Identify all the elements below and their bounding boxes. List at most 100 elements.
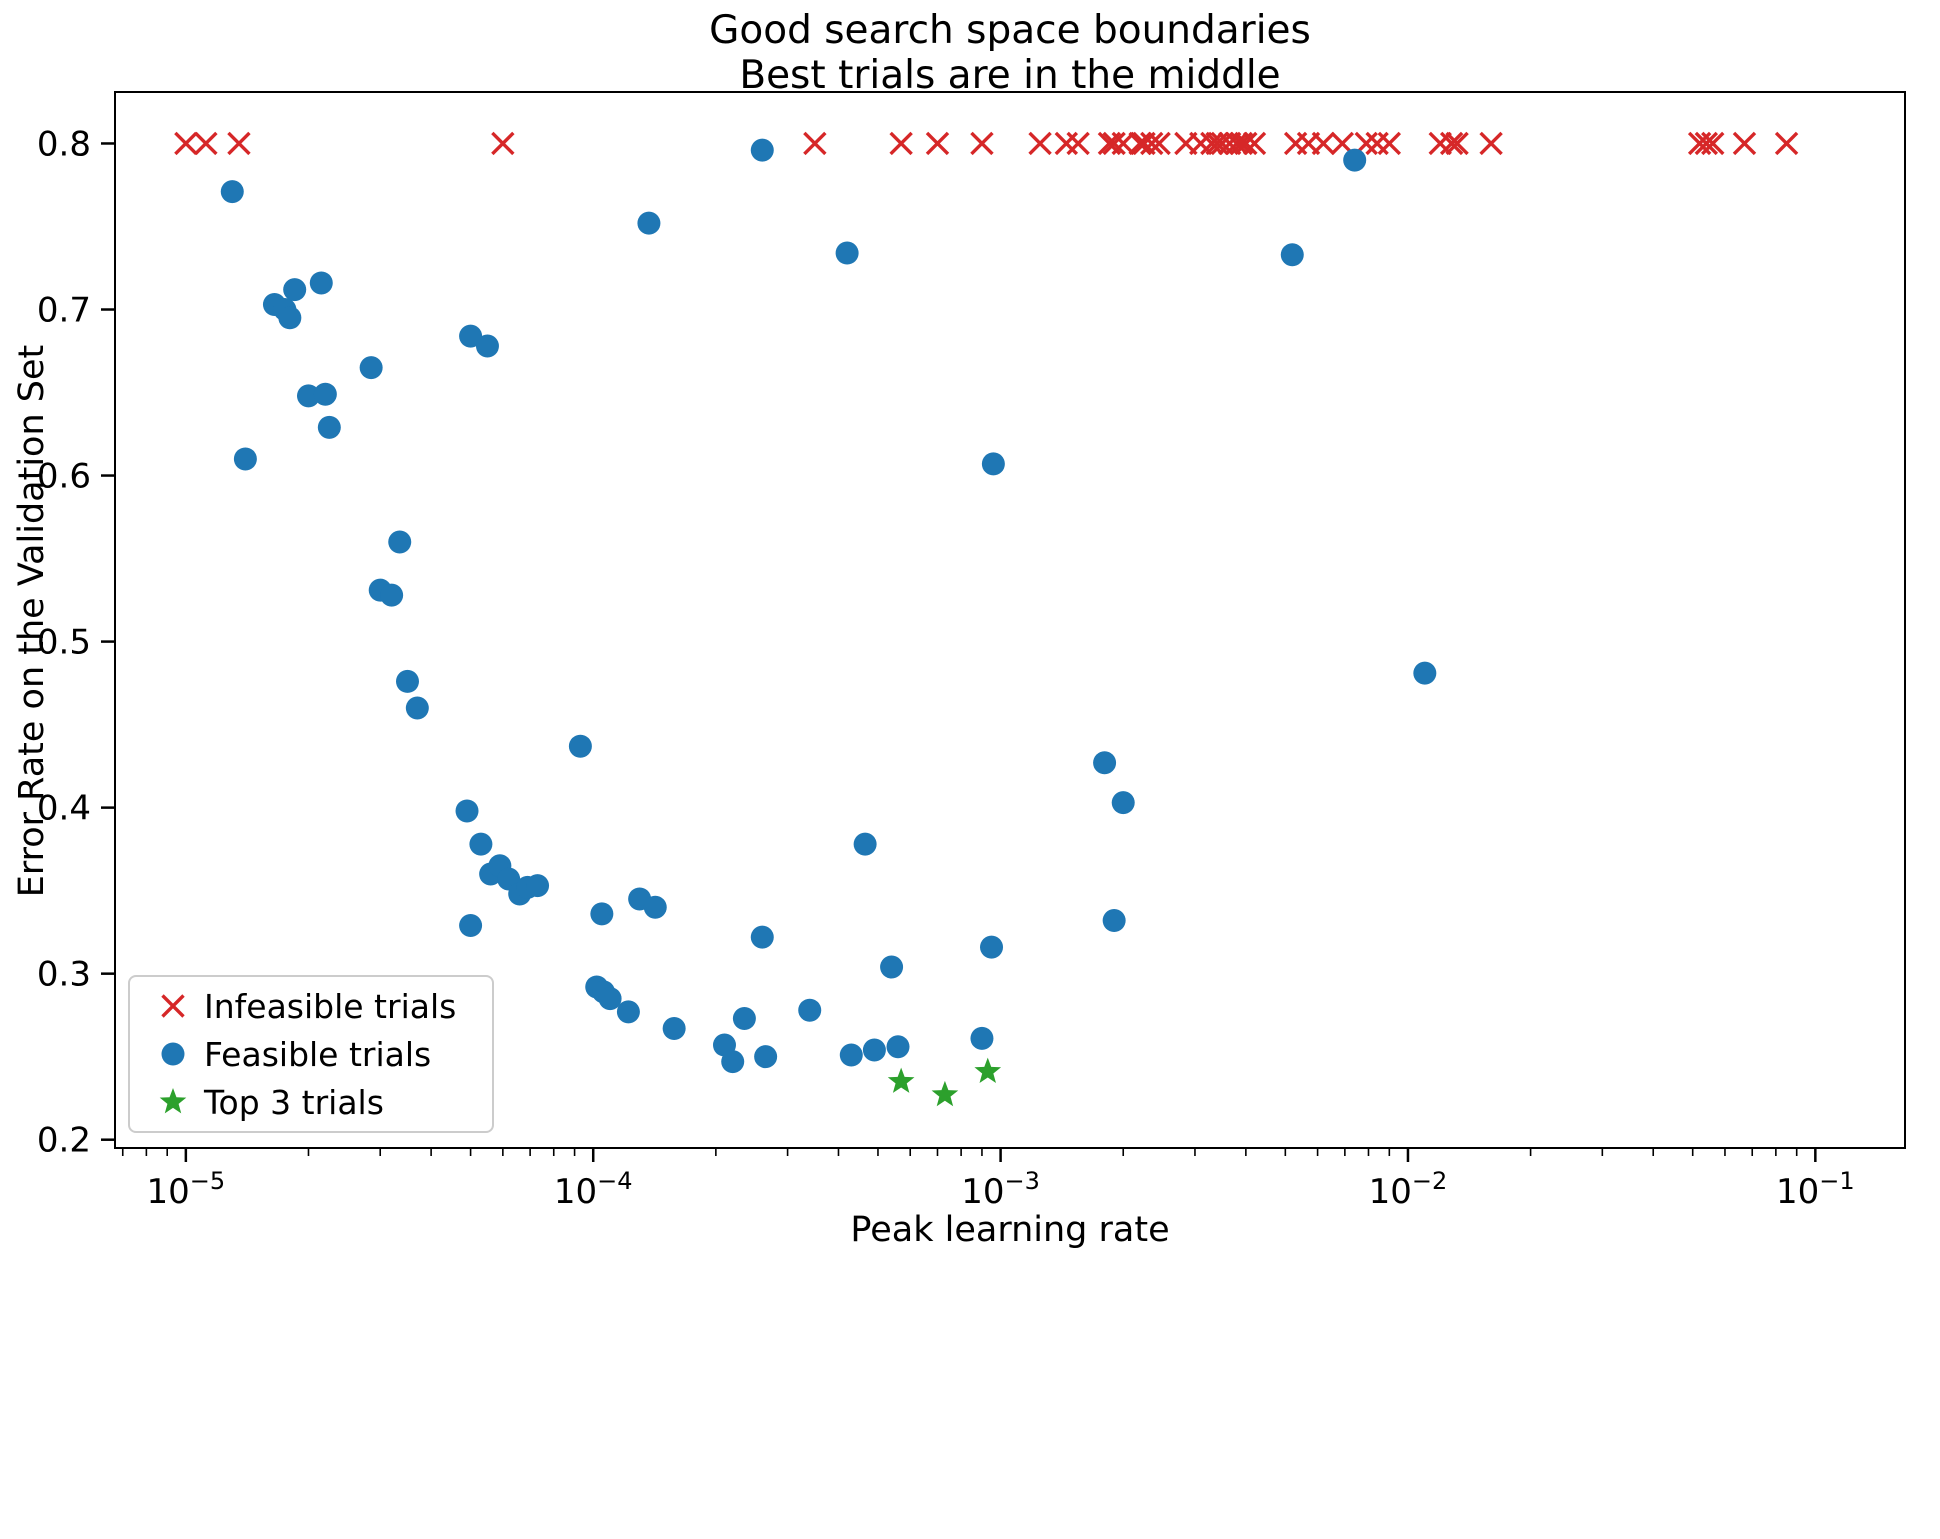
data-point-feasible bbox=[278, 306, 302, 330]
data-point-infeasible bbox=[1445, 131, 1469, 156]
data-point-feasible bbox=[405, 696, 429, 720]
data-point-feasible bbox=[1111, 791, 1135, 815]
y-tick-label: 0.2 bbox=[37, 1121, 91, 1161]
data-point-feasible bbox=[296, 384, 320, 408]
data-point-feasible bbox=[469, 832, 493, 856]
data-point-feasible bbox=[721, 1050, 745, 1074]
data-point-infeasible bbox=[1234, 131, 1258, 156]
data-point-feasible bbox=[395, 669, 419, 693]
y-tick-label: 0.3 bbox=[37, 955, 91, 995]
legend-label-feasible: Feasible trials bbox=[204, 1034, 432, 1074]
data-point-feasible bbox=[853, 832, 877, 856]
data-point-feasible bbox=[637, 211, 661, 235]
data-point-infeasible bbox=[1128, 131, 1152, 156]
top3-star-icon bbox=[142, 1080, 204, 1124]
data-point-infeasible bbox=[1102, 131, 1126, 156]
data-point-infeasible bbox=[174, 131, 198, 156]
data-point-feasible bbox=[1280, 243, 1304, 267]
data-point-feasible bbox=[886, 1035, 910, 1059]
x-tick-label: 10−2 bbox=[1369, 1167, 1448, 1212]
data-point-infeasible bbox=[491, 131, 515, 156]
data-point-feasible bbox=[590, 902, 614, 926]
data-point-infeasible bbox=[803, 131, 827, 156]
legend-item-top3: Top 3 trials bbox=[142, 1078, 480, 1126]
data-point-feasible bbox=[1413, 661, 1437, 685]
data-point-infeasible bbox=[194, 131, 218, 156]
data-point-feasible bbox=[475, 334, 499, 358]
data-point-feasible bbox=[862, 1038, 886, 1062]
series-infeasible bbox=[174, 131, 1799, 156]
feasible-dot-icon bbox=[142, 1032, 204, 1076]
y-tick-label: 0.6 bbox=[37, 457, 91, 497]
y-axis-label: Error Rate on the Validation Set bbox=[12, 344, 52, 898]
chart-title-line2: Best trials are in the middle bbox=[739, 53, 1281, 99]
x-tick-label: 10−5 bbox=[147, 1167, 226, 1212]
data-point-top3 bbox=[931, 1080, 959, 1107]
x-tick-label: 10−3 bbox=[961, 1167, 1040, 1212]
chart-title: Good search space boundaries Best trials… bbox=[115, 8, 1905, 98]
data-point-infeasible bbox=[1054, 131, 1079, 156]
legend-label-top3: Top 3 trials bbox=[204, 1082, 384, 1122]
legend: Infeasible trials Feasible trials Top 3 … bbox=[128, 975, 494, 1133]
y-tick-label: 0.8 bbox=[37, 124, 91, 164]
x-tick-label: 10−1 bbox=[1776, 1167, 1855, 1212]
legend-item-feasible: Feasible trials bbox=[142, 1030, 480, 1078]
data-point-feasible bbox=[220, 180, 244, 204]
data-point-infeasible bbox=[925, 131, 950, 156]
y-tick-label: 0.5 bbox=[37, 623, 91, 663]
data-point-feasible bbox=[388, 530, 412, 554]
data-point-infeasible bbox=[1028, 131, 1052, 156]
data-point-feasible bbox=[750, 925, 774, 949]
data-point-infeasible bbox=[1377, 131, 1402, 156]
data-point-feasible bbox=[970, 1026, 994, 1050]
data-point-infeasible bbox=[1479, 131, 1503, 156]
data-point-infeasible bbox=[1774, 131, 1799, 156]
x-tick-label: 10−4 bbox=[554, 1167, 633, 1212]
data-point-feasible bbox=[309, 271, 333, 295]
data-point-feasible bbox=[317, 415, 341, 439]
data-point-feasible bbox=[459, 914, 483, 938]
data-point-feasible bbox=[313, 382, 337, 406]
y-tick-label: 0.4 bbox=[37, 789, 91, 829]
data-point-feasible bbox=[798, 998, 822, 1022]
data-point-infeasible bbox=[1225, 131, 1249, 156]
data-point-infeasible bbox=[1732, 131, 1757, 156]
data-point-feasible bbox=[1343, 148, 1367, 172]
data-point-top3 bbox=[887, 1067, 915, 1093]
data-point-top3 bbox=[974, 1057, 1002, 1083]
chart-title-line1: Good search space boundaries bbox=[709, 8, 1311, 53]
legend-label-infeasible: Infeasible trials bbox=[204, 986, 457, 1026]
data-point-feasible bbox=[835, 241, 859, 265]
data-point-feasible bbox=[526, 874, 550, 898]
data-point-feasible bbox=[455, 799, 479, 823]
data-point-infeasible bbox=[1694, 131, 1719, 156]
data-point-infeasible bbox=[227, 131, 251, 156]
legend-item-infeasible: Infeasible trials bbox=[142, 982, 480, 1030]
data-point-feasible bbox=[981, 452, 1005, 476]
infeasible-x-icon bbox=[142, 984, 204, 1028]
data-point-infeasible bbox=[889, 131, 913, 156]
data-point-infeasible bbox=[1439, 131, 1464, 156]
y-tick-label: 0.7 bbox=[37, 291, 91, 331]
data-point-feasible bbox=[459, 324, 483, 348]
data-point-feasible bbox=[754, 1045, 778, 1069]
data-point-infeasible bbox=[1701, 131, 1725, 156]
data-point-infeasible bbox=[1111, 131, 1135, 156]
data-point-infeasible bbox=[1242, 131, 1267, 156]
plot-border bbox=[114, 91, 1906, 1149]
data-point-feasible bbox=[283, 278, 307, 302]
data-point-infeasible bbox=[1066, 131, 1090, 156]
data-point-infeasible bbox=[1365, 131, 1389, 156]
data-point-infeasible bbox=[1147, 131, 1171, 156]
data-point-infeasible bbox=[1311, 131, 1336, 156]
data-point-infeasible bbox=[1140, 131, 1164, 156]
data-point-feasible bbox=[643, 895, 667, 919]
x-axis-label: Peak learning rate bbox=[850, 1210, 1170, 1250]
data-point-feasible bbox=[662, 1016, 686, 1040]
data-point-feasible bbox=[839, 1043, 863, 1067]
data-point-feasible bbox=[380, 583, 404, 607]
series-top3 bbox=[887, 1057, 1002, 1107]
data-point-infeasible bbox=[1200, 131, 1224, 156]
data-point-feasible bbox=[750, 138, 774, 162]
